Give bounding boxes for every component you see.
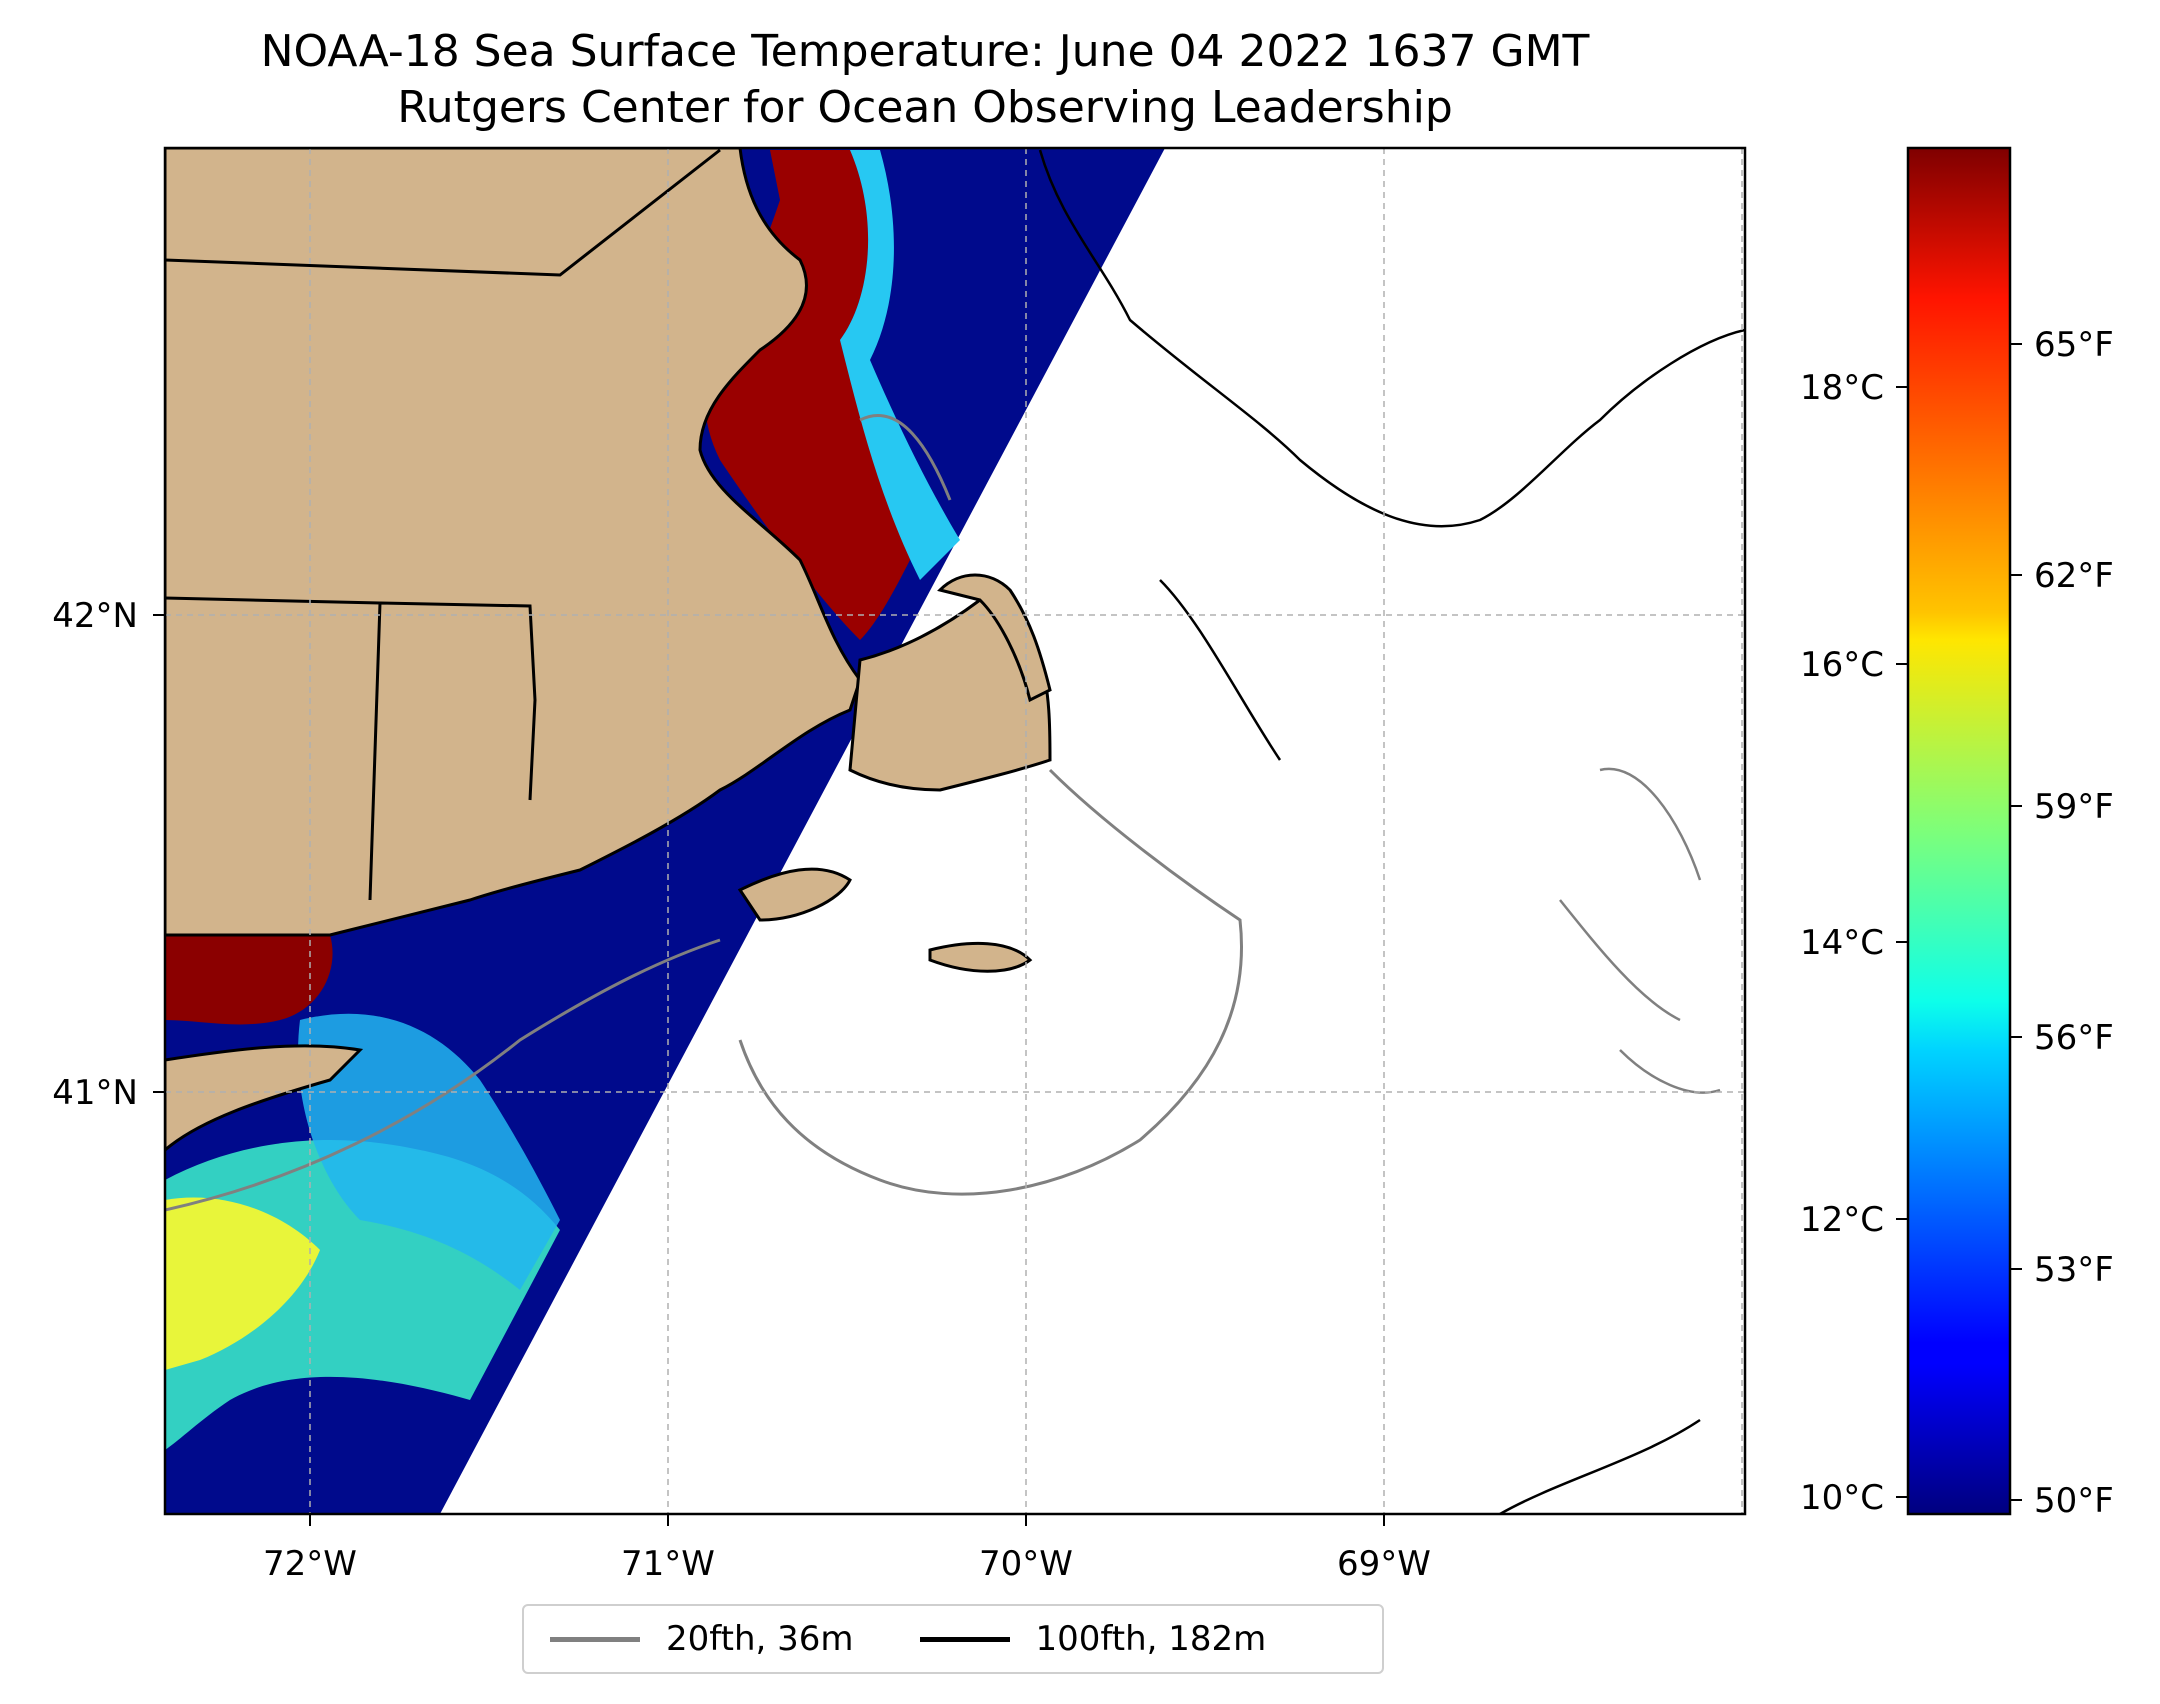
lat-tick-label: 41°N <box>52 1073 138 1113</box>
isobath-20fth <box>165 413 1243 1212</box>
fahrenheit-tick-label: 65°F <box>2034 325 2114 365</box>
celsius-tick-label: 10°C <box>1800 1478 1884 1518</box>
lon-tick-label: 70°W <box>979 1544 1073 1584</box>
fahrenheit-tick-label: 62°F <box>2034 556 2114 596</box>
lon-tick-label: 72°W <box>263 1544 357 1584</box>
sst-nyc-red <box>165 935 333 1025</box>
chart-subtitle: Rutgers Center for Ocean Observing Leade… <box>397 82 1453 133</box>
fahrenheit-tick-label: 53°F <box>2034 1250 2114 1290</box>
celsius-tick-label: 16°C <box>1800 645 1884 685</box>
land-marthas-vineyard <box>737 867 852 922</box>
legend: 20fth, 36m 100fth, 182m <box>522 1604 1384 1674</box>
legend-label: 100fth, 182m <box>1035 1619 1267 1659</box>
gridlines <box>165 148 1745 1514</box>
colorbar-ticks <box>1896 343 2022 1501</box>
map-frame <box>163 146 1747 1516</box>
fahrenheit-tick-label: 50°F <box>2034 1481 2114 1521</box>
colorbar <box>1906 146 2012 1516</box>
fahrenheit-tick-label: 59°F <box>2034 787 2114 827</box>
sst-shelf-yellow <box>165 1197 320 1370</box>
lon-tick-label: 71°W <box>621 1544 715 1584</box>
celsius-tick-label: 14°C <box>1800 923 1884 963</box>
sst-shelf-cyan <box>298 1013 560 1290</box>
lat-tick-label: 42°N <box>52 596 138 636</box>
legend-swatch <box>550 1636 640 1642</box>
land-cape-hook <box>937 573 1052 703</box>
land-long-island <box>165 1044 364 1152</box>
state-borders <box>165 148 721 901</box>
map-area <box>165 148 1745 1514</box>
fahrenheit-tick-label: 56°F <box>2034 1018 2114 1058</box>
land-new-england <box>165 148 862 937</box>
isobath-100fth-ne <box>1038 149 1745 1514</box>
legend-item-100fth: 100fth, 182m <box>919 1619 1307 1659</box>
legend-swatch <box>919 1636 1010 1642</box>
celsius-tick-label: 12°C <box>1800 1200 1884 1240</box>
land-nantucket <box>928 942 1033 973</box>
map-ticks <box>153 614 1385 1526</box>
chart-title: NOAA-18 Sea Surface Temperature: June 04… <box>260 26 1590 77</box>
legend-item-20fth: 20fth, 36m <box>550 1619 894 1659</box>
lon-tick-label: 69°W <box>1337 1544 1431 1584</box>
legend-label: 20fth, 36m <box>666 1619 854 1659</box>
sst-plume-cyan <box>840 150 960 580</box>
celsius-tick-label: 18°C <box>1800 368 1884 408</box>
